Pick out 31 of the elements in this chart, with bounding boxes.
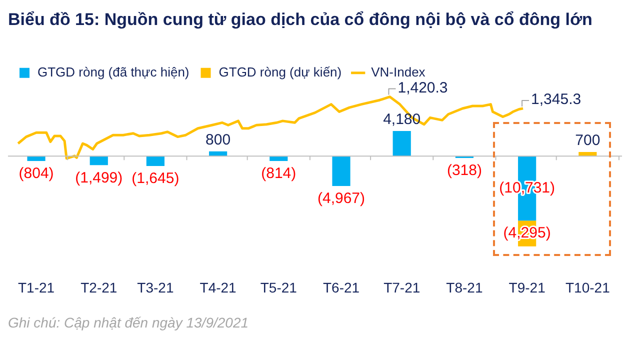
x-tick-label: T2-21 <box>80 280 118 296</box>
data-label: (814) <box>261 165 296 182</box>
bar <box>332 156 350 186</box>
data-label: (1,499) <box>75 169 123 186</box>
data-label: 1,420.3 <box>398 79 448 96</box>
bar <box>146 156 164 166</box>
legend-label: GTGD ròng (đã thực hiện) <box>38 64 190 80</box>
data-label: 800 <box>206 131 231 148</box>
x-tick-label: T1-21 <box>18 280 55 296</box>
x-tick-label: T4-21 <box>200 280 237 296</box>
bar <box>90 156 108 166</box>
x-tick-label: T7-21 <box>384 280 420 296</box>
x-tick-label: T6-21 <box>322 280 360 296</box>
data-label: 700 <box>575 132 600 150</box>
x-tick-label: T8-21 <box>446 280 483 296</box>
bar <box>27 156 46 161</box>
bar <box>270 156 288 162</box>
data-label: 1,345.3 <box>531 91 582 108</box>
text: Ghi chú: Cập nhật đến ngày 13/9/2021 <box>8 314 249 330</box>
legend-label: VN-Index <box>371 64 426 80</box>
x-tick-label: T9-21 <box>508 280 546 296</box>
x-tick-label: T10-21 <box>565 280 610 296</box>
chart-title: Biểu đồ 15: Nguồn cung từ giao dịch của cổ đông nội bộ và cổ đông lớn <box>8 10 592 29</box>
data-label: (4,967) <box>317 190 366 208</box>
bar <box>392 131 411 156</box>
legend-label: GTGD ròng (dự kiến) <box>218 64 342 80</box>
data-label: (318) <box>446 162 482 180</box>
data-label: (804) <box>18 165 54 182</box>
x-tick-label: T3-21 <box>137 280 174 296</box>
x-tick-label: T5-21 <box>260 280 298 296</box>
data-label: (1,645) <box>132 170 180 188</box>
